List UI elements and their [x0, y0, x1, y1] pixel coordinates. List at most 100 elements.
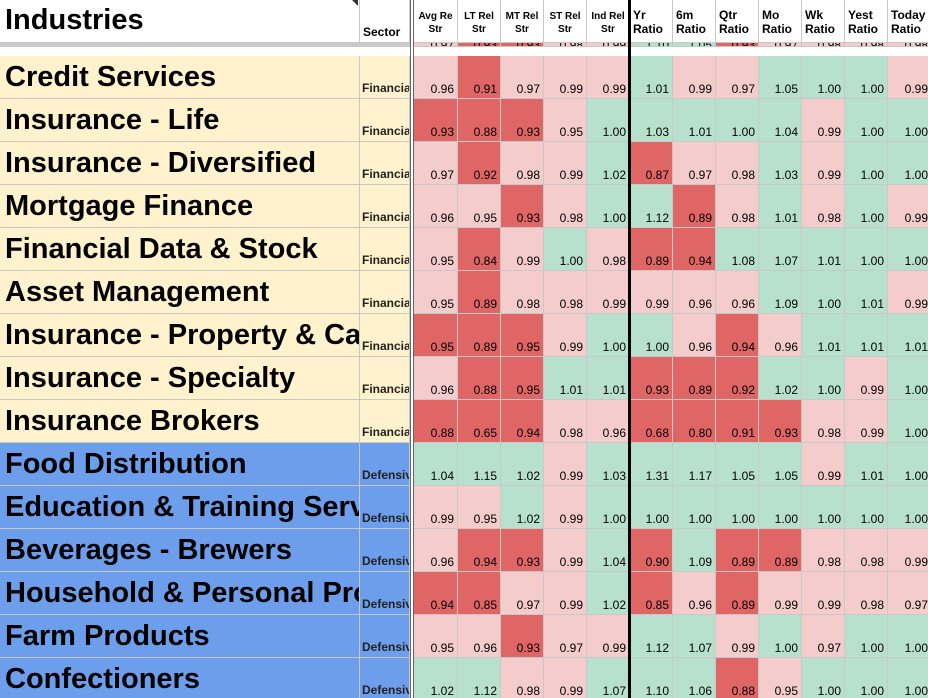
ratio-cell[interactable]: 0.97: [544, 615, 587, 658]
ratio-cell[interactable]: 1.00: [888, 486, 928, 529]
column-header[interactable]: Yest Ratio: [845, 0, 888, 43]
column-header[interactable]: Avg Re Str: [414, 0, 458, 43]
ratio-cell[interactable]: 0.89: [458, 271, 501, 314]
ratio-cell[interactable]: 0.95: [501, 314, 544, 357]
ratio-cell[interactable]: 0.99: [673, 56, 716, 99]
industry-cell[interactable]: Insurance - Life: [0, 99, 360, 142]
ratio-cell[interactable]: 1.01: [845, 271, 888, 314]
ratio-cell[interactable]: 1.17: [673, 443, 716, 486]
ratio-cell[interactable]: 1.03: [759, 142, 802, 185]
ratio-cell[interactable]: 0.99: [716, 615, 759, 658]
ratio-cell[interactable]: 0.99: [888, 185, 928, 228]
ratio-cell[interactable]: 1.03: [630, 99, 673, 142]
ratio-cell[interactable]: 0.99: [802, 443, 845, 486]
ratio-cell[interactable]: 0.88: [458, 99, 501, 142]
ratio-cell[interactable]: 0.84: [458, 228, 501, 271]
ratio-cell[interactable]: 0.98: [544, 185, 587, 228]
ratio-cell[interactable]: 0.95: [414, 314, 458, 357]
ratio-cell[interactable]: 1.12: [630, 185, 673, 228]
ratio-cell[interactable]: 1.01: [802, 228, 845, 271]
sector-cell[interactable]: Defensive: [360, 486, 410, 529]
ratio-cell[interactable]: 0.95: [414, 228, 458, 271]
ratio-cell[interactable]: 0.99: [845, 400, 888, 443]
ratio-cell[interactable]: 0.88: [414, 400, 458, 443]
industry-cell[interactable]: Mortgage Finance: [0, 185, 360, 228]
ratio-cell[interactable]: 1.00: [888, 658, 928, 698]
ratio-cell[interactable]: 1.10: [630, 658, 673, 698]
ratio-cell[interactable]: 0.99: [630, 271, 673, 314]
sector-cell[interactable]: Defensive: [360, 658, 410, 698]
ratio-cell[interactable]: 0.98: [716, 185, 759, 228]
ratio-cell[interactable]: 0.99: [888, 56, 928, 99]
ratio-cell[interactable]: 0.99: [414, 486, 458, 529]
ratio-cell[interactable]: 0.95: [501, 357, 544, 400]
ratio-cell[interactable]: 0.95: [414, 615, 458, 658]
ratio-cell[interactable]: 1.00: [802, 56, 845, 99]
ratio-cell[interactable]: 1.00: [845, 56, 888, 99]
ratio-cell[interactable]: 1.00: [802, 271, 845, 314]
sector-cell[interactable]: Defensive: [360, 615, 410, 658]
column-header[interactable]: 6m Ratio: [673, 0, 716, 43]
ratio-cell[interactable]: 0.95: [458, 486, 501, 529]
ratio-cell[interactable]: 1.00: [587, 99, 630, 142]
ratio-cell[interactable]: 1.00: [845, 185, 888, 228]
industry-cell[interactable]: Confectioners: [0, 658, 360, 698]
ratio-cell[interactable]: 0.94: [501, 400, 544, 443]
ratio-cell[interactable]: 0.97: [716, 56, 759, 99]
ratio-cell[interactable]: 1.00: [845, 228, 888, 271]
industry-cell[interactable]: Education & Training Services: [0, 486, 360, 529]
ratio-cell[interactable]: 0.97: [888, 572, 928, 615]
ratio-cell[interactable]: 0.68: [630, 400, 673, 443]
ratio-cell[interactable]: 1.00: [888, 400, 928, 443]
column-header[interactable]: Today Ratio: [888, 0, 928, 43]
ratio-cell[interactable]: 0.89: [673, 357, 716, 400]
ratio-cell[interactable]: 1.01: [630, 56, 673, 99]
ratio-cell[interactable]: 0.97: [501, 56, 544, 99]
ratio-cell[interactable]: 1.00: [716, 99, 759, 142]
ratio-cell[interactable]: 0.98: [501, 271, 544, 314]
ratio-cell[interactable]: 1.00: [845, 142, 888, 185]
ratio-cell[interactable]: 0.65: [458, 400, 501, 443]
ratio-cell[interactable]: 1.07: [673, 615, 716, 658]
industry-cell[interactable]: Food Distribution: [0, 443, 360, 486]
ratio-cell[interactable]: 0.93: [759, 400, 802, 443]
industry-cell[interactable]: Household & Personal Products: [0, 572, 360, 615]
industry-cell[interactable]: Insurance - Diversified: [0, 142, 360, 185]
ratio-cell[interactable]: 1.08: [716, 228, 759, 271]
ratio-cell[interactable]: 0.93: [501, 529, 544, 572]
ratio-cell[interactable]: 1.04: [759, 99, 802, 142]
ratio-cell[interactable]: 1.04: [587, 529, 630, 572]
ratio-cell[interactable]: 0.99: [544, 658, 587, 698]
sector-cell[interactable]: Defensive: [360, 572, 410, 615]
industry-cell[interactable]: Asset Management: [0, 271, 360, 314]
ratio-cell[interactable]: 0.96: [759, 314, 802, 357]
ratio-cell[interactable]: 0.96: [414, 56, 458, 99]
sector-cell[interactable]: Financial: [360, 314, 410, 357]
ratio-cell[interactable]: 0.99: [759, 572, 802, 615]
ratio-cell[interactable]: 1.07: [587, 658, 630, 698]
ratio-cell[interactable]: 1.00: [587, 314, 630, 357]
column-header[interactable]: Ind Rel Str: [587, 0, 630, 43]
sector-cell[interactable]: Financial: [360, 99, 410, 142]
ratio-cell[interactable]: 1.09: [759, 271, 802, 314]
industry-cell[interactable]: Insurance - Specialty: [0, 357, 360, 400]
ratio-cell[interactable]: 0.99: [802, 572, 845, 615]
ratio-cell[interactable]: 0.98: [587, 228, 630, 271]
ratio-cell[interactable]: 0.99: [802, 99, 845, 142]
ratio-cell[interactable]: 0.98: [501, 142, 544, 185]
ratio-cell[interactable]: 0.97: [501, 572, 544, 615]
sector-cell[interactable]: Financial: [360, 185, 410, 228]
ratio-cell[interactable]: 1.00: [888, 99, 928, 142]
ratio-cell[interactable]: 0.98: [544, 400, 587, 443]
ratio-cell[interactable]: 1.00: [587, 185, 630, 228]
ratio-cell[interactable]: 0.97: [673, 142, 716, 185]
ratio-cell[interactable]: 0.99: [544, 486, 587, 529]
industry-cell[interactable]: Insurance Brokers: [0, 400, 360, 443]
ratio-cell[interactable]: 0.99: [544, 56, 587, 99]
ratio-cell[interactable]: 0.99: [501, 228, 544, 271]
ratio-cell[interactable]: 0.99: [544, 529, 587, 572]
sector-cell[interactable]: Financial: [360, 357, 410, 400]
ratio-cell[interactable]: 0.96: [673, 572, 716, 615]
industries-header[interactable]: Industries: [0, 0, 360, 43]
